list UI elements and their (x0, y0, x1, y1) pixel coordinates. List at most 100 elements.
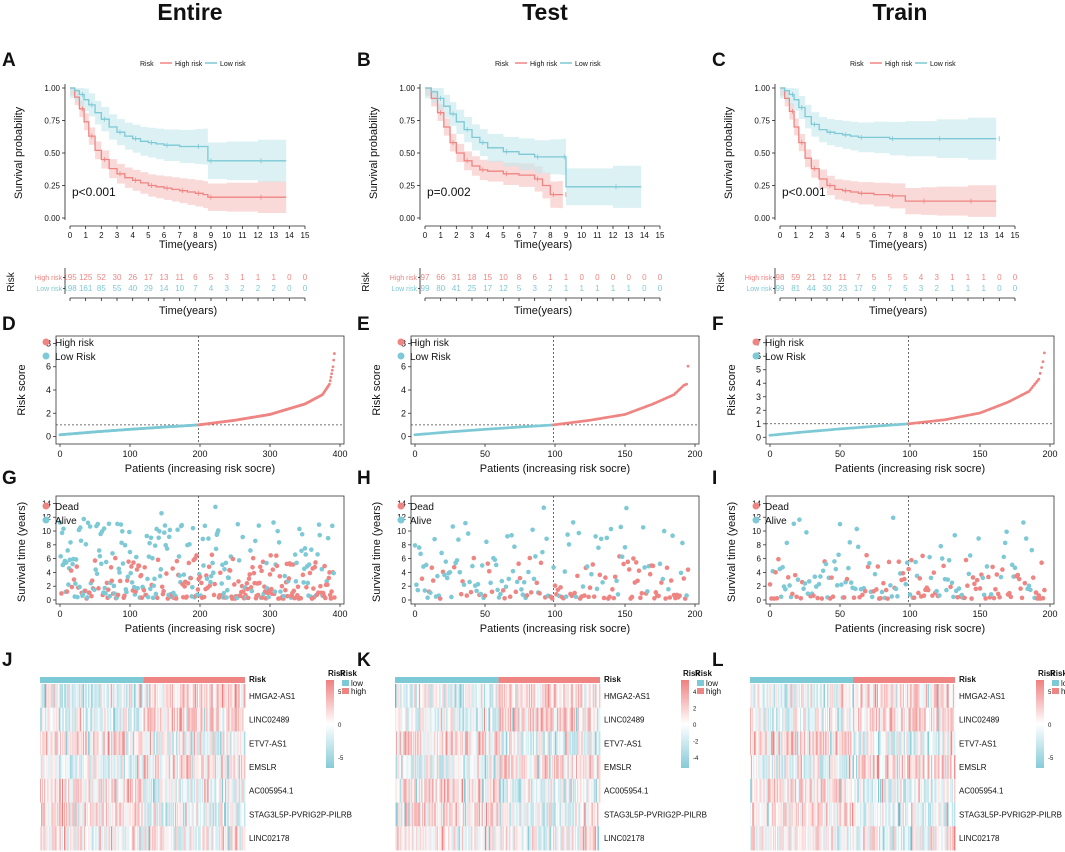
y-tick-label: 8 (402, 541, 407, 550)
heatmap-cell (41, 684, 43, 709)
heatmap-cell (69, 778, 71, 803)
heatmap-cell (426, 684, 428, 709)
heatmap-cell (564, 778, 566, 803)
alive-point (272, 589, 278, 594)
heatmap-cell (186, 802, 188, 827)
heatmap-cell (180, 684, 182, 709)
heatmap-cell (118, 826, 120, 851)
alive-point (412, 543, 418, 548)
heatmap-cell (95, 684, 97, 709)
heatmap-cell (200, 707, 202, 732)
heatmap-cell (575, 684, 578, 709)
risk-point (330, 368, 334, 372)
heatmap-cell (94, 731, 96, 756)
alive-point (526, 569, 531, 575)
heatmap-cell (501, 684, 504, 709)
heatmap-cell (165, 684, 167, 709)
heatmap-cell (180, 778, 182, 803)
alive-point (425, 595, 430, 600)
y-tick-label: 0.25 (44, 182, 60, 191)
x-axis-label: Time(years) (869, 239, 927, 251)
heatmap-cell (147, 802, 150, 827)
dead-point (664, 565, 670, 571)
heatmap-cell (189, 731, 192, 756)
heatmap-cell (492, 778, 494, 803)
heatmap-cell (506, 802, 509, 827)
heatmap-cell (89, 731, 91, 756)
heatmap-cell (54, 707, 57, 732)
heatmap-cell (557, 778, 559, 803)
heatmap-cell (115, 826, 117, 851)
heatmap-cell (219, 778, 222, 803)
heatmap-cell (95, 802, 97, 827)
heatmap-cell (163, 778, 165, 803)
heatmap-cell (65, 778, 67, 803)
heatmap-cell (198, 707, 201, 732)
heatmap-cell (226, 755, 228, 780)
dead-point (246, 595, 251, 601)
heatmap-cell (454, 778, 457, 803)
heatmap-cell (539, 731, 541, 756)
heatmap-cell (203, 778, 205, 803)
heatmap-cell (73, 731, 75, 756)
heatmap-cell (198, 684, 201, 709)
heatmap-cell (520, 755, 522, 780)
heatmap-cell (98, 731, 101, 756)
risk-count: 99 (421, 284, 430, 293)
heatmap-cell (98, 707, 101, 732)
heatmap-cell (92, 826, 94, 851)
heatmap-cell (178, 755, 180, 780)
heatmap-cell (419, 802, 421, 827)
heatmap-cell (208, 826, 210, 851)
x-axis-label: Patients (increasing risk socre) (480, 623, 630, 635)
heatmap-cell (524, 684, 527, 709)
heatmap-cell (102, 731, 105, 756)
heatmap-cell (70, 731, 72, 756)
heatmap-cell (207, 731, 209, 756)
heatmap-cell (538, 755, 540, 780)
risk-count: 0 (642, 273, 647, 282)
heatmap-cell (236, 707, 239, 732)
heatmap-cell (42, 707, 44, 732)
heatmap-cell (568, 684, 571, 709)
heatmap-cell (239, 826, 242, 851)
alive-point (812, 574, 818, 579)
heatmap-cell (511, 707, 513, 732)
heatmap-cell (435, 755, 438, 780)
alive-point (57, 520, 63, 525)
heatmap-cell (83, 731, 86, 756)
dead-point (270, 567, 276, 572)
heatmap-cell (546, 802, 549, 827)
heatmap-cell (45, 755, 47, 780)
risk-count: 0 (997, 273, 1002, 282)
heatmap-cell (78, 826, 81, 851)
heatmap-cell (406, 707, 408, 732)
dead-point (318, 583, 323, 589)
km-panel-B: Risk High risk Low risk0.000.250.500.751.0… (361, 61, 665, 317)
heatmap-cell (185, 684, 187, 709)
heatmap-cell (427, 802, 429, 827)
alive-point (624, 505, 629, 511)
heatmap-cell (548, 684, 551, 709)
heatmap-cell (491, 778, 493, 803)
heatmap-panel-J: RiskHMGA2-AS1LINC02489ETV7-AS1EMSLRAC005… (40, 669, 366, 851)
y-tick-label: 2 (757, 582, 762, 591)
heatmap-cell (134, 778, 136, 803)
alive-point (642, 565, 647, 570)
heatmap-cell (447, 755, 449, 780)
dead-point (685, 567, 691, 572)
dead-point (917, 576, 923, 581)
heatmap-cell (107, 684, 110, 709)
x-tick-label: 13 (979, 231, 988, 240)
heatmap-cell (591, 731, 594, 756)
heatmap-cell (186, 707, 188, 732)
heatmap-cell (188, 826, 190, 851)
heatmap-cell (521, 802, 524, 827)
heatmap-cell (487, 707, 489, 732)
heatmap-cell (418, 731, 420, 756)
heatmap-cell (598, 707, 601, 732)
heatmap-cell (115, 755, 117, 780)
heatmap-cell (192, 684, 195, 709)
heatmap-cell (525, 755, 528, 780)
heatmap-cell (223, 802, 225, 827)
